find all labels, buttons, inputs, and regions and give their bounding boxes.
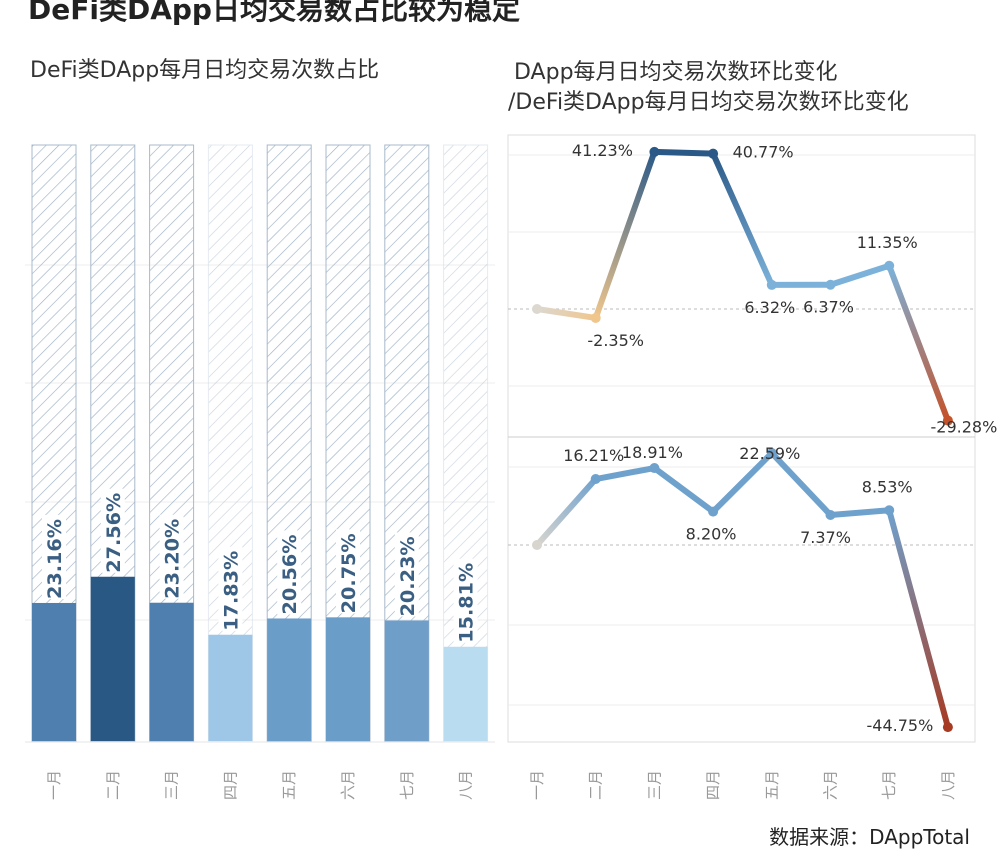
x-tick-label: 四月 xyxy=(221,770,239,800)
bar xyxy=(91,577,135,741)
bar-value-label: 15.81% xyxy=(456,563,478,643)
bar xyxy=(208,635,252,741)
x-tick-label: 六月 xyxy=(822,770,840,800)
data-point xyxy=(591,313,601,323)
line-segment xyxy=(713,154,772,285)
data-point xyxy=(532,540,542,550)
data-label: 7.37% xyxy=(800,528,851,547)
x-tick-label: 一月 xyxy=(528,770,546,800)
bar-value-label: 23.16% xyxy=(44,519,66,599)
x-tick-label: 二月 xyxy=(104,770,122,800)
data-label: -2.35% xyxy=(587,331,644,350)
x-tick-label: 一月 xyxy=(45,770,63,800)
data-point xyxy=(943,722,953,732)
data-label: 22.59% xyxy=(739,444,800,463)
data-point xyxy=(649,147,659,157)
data-point xyxy=(826,510,836,520)
data-point xyxy=(591,474,601,484)
line-segment xyxy=(537,479,596,545)
data-point xyxy=(708,507,718,517)
x-tick-label: 三月 xyxy=(645,770,663,800)
bar xyxy=(444,647,488,741)
data-point xyxy=(884,505,894,515)
data-label: 8.20% xyxy=(686,525,737,544)
line-segment xyxy=(654,468,713,512)
x-tick-label: 五月 xyxy=(280,770,298,800)
x-tick-label: 三月 xyxy=(163,770,181,800)
data-label: 8.53% xyxy=(862,477,913,496)
data-point xyxy=(708,149,718,159)
x-tick-label: 八月 xyxy=(457,770,475,800)
bar-value-label: 17.83% xyxy=(220,551,242,631)
bar-value-label: 20.75% xyxy=(338,533,360,613)
x-tick-label: 四月 xyxy=(704,770,722,800)
x-tick-label: 七月 xyxy=(880,770,898,800)
data-point xyxy=(767,280,777,290)
data-point xyxy=(532,304,542,314)
data-point xyxy=(649,463,659,473)
data-label: 40.77% xyxy=(733,143,794,162)
data-label: -29.28% xyxy=(931,418,998,437)
x-tick-label: 二月 xyxy=(587,770,605,800)
data-label: 16.21% xyxy=(563,446,624,465)
data-label: 41.23% xyxy=(572,141,633,160)
bar xyxy=(326,617,370,741)
bar xyxy=(385,620,429,741)
x-tick-label: 八月 xyxy=(939,770,957,800)
line-segment xyxy=(831,510,890,515)
data-label: 18.91% xyxy=(622,443,683,462)
x-tick-label: 七月 xyxy=(398,770,416,800)
line-chart-frame xyxy=(508,135,975,742)
data-point xyxy=(826,280,836,290)
line-segment xyxy=(889,510,948,727)
bar xyxy=(150,603,194,741)
bar-value-label: 27.56% xyxy=(103,493,125,573)
line-segment xyxy=(596,468,655,479)
x-tick-label: 六月 xyxy=(339,770,357,800)
data-point xyxy=(884,261,894,271)
bar-value-label: 20.56% xyxy=(279,534,301,614)
line-segment xyxy=(537,309,596,318)
data-label: -44.75% xyxy=(867,716,934,735)
bar xyxy=(267,618,311,741)
line-segment xyxy=(889,266,948,421)
line-segment xyxy=(596,152,655,318)
bar xyxy=(32,603,76,741)
data-label: 11.35% xyxy=(857,233,918,252)
x-tick-label: 五月 xyxy=(763,770,781,800)
bar-value-label: 23.20% xyxy=(162,519,184,599)
data-label: 6.37% xyxy=(803,298,854,317)
line-segment xyxy=(654,152,713,154)
line-segment xyxy=(831,266,890,285)
bar-value-label: 20.23% xyxy=(397,536,419,616)
data-label: 6.32% xyxy=(744,298,795,317)
